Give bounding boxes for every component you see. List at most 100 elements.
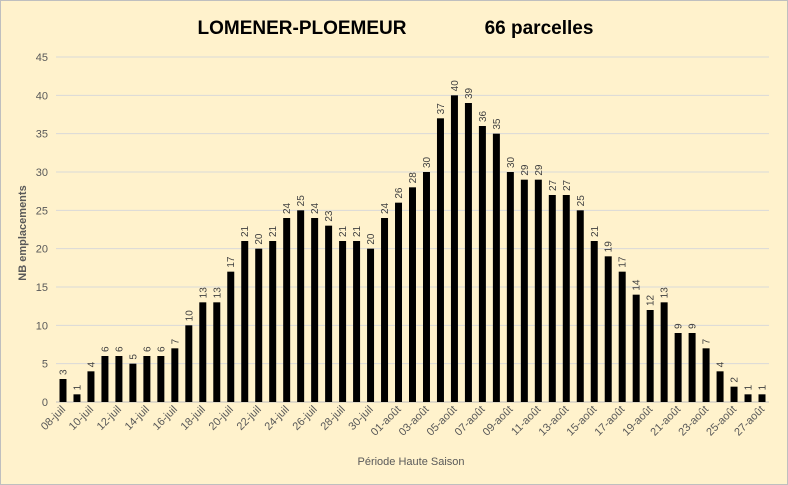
data-label: 1 xyxy=(72,384,83,390)
x-tick-label: 19-août xyxy=(620,404,655,439)
bar xyxy=(367,248,375,402)
bar xyxy=(744,394,752,402)
x-tick-label: 09-août xyxy=(481,404,516,439)
data-label: 21 xyxy=(338,225,349,237)
x-tick-label: 03-août xyxy=(397,404,432,439)
data-label: 17 xyxy=(226,256,237,268)
bar xyxy=(101,356,109,402)
data-label: 39 xyxy=(464,87,475,99)
bar xyxy=(632,294,640,402)
data-label: 1 xyxy=(744,384,755,390)
data-label: 19 xyxy=(604,241,615,253)
bar xyxy=(199,302,207,402)
chart-subtitle: 66 parcelles xyxy=(485,18,594,39)
data-label: 20 xyxy=(366,233,377,245)
x-tick-label: 28-juil xyxy=(318,404,347,433)
bar xyxy=(716,371,724,402)
data-label: 28 xyxy=(408,172,419,184)
data-label: 6 xyxy=(100,346,111,352)
x-tick-label: 07-août xyxy=(453,404,488,439)
bar xyxy=(464,103,472,402)
data-label: 13 xyxy=(198,287,209,299)
bar xyxy=(730,386,738,402)
data-label: 10 xyxy=(184,310,195,322)
bar xyxy=(87,371,95,402)
bar xyxy=(562,195,570,402)
data-label: 6 xyxy=(114,346,125,352)
bar xyxy=(660,302,668,402)
bar xyxy=(674,333,682,402)
data-label: 14 xyxy=(632,279,643,291)
data-label: 13 xyxy=(660,287,671,299)
data-label: 36 xyxy=(478,110,489,122)
data-label: 30 xyxy=(506,156,517,168)
bar xyxy=(241,241,249,402)
data-label: 21 xyxy=(590,225,601,237)
bar xyxy=(702,348,710,402)
bar xyxy=(59,379,67,402)
x-tick-label: 15-août xyxy=(565,404,600,439)
x-tick-label: 12-juil xyxy=(95,404,124,433)
data-label: 37 xyxy=(436,103,447,115)
x-tick-label: 18-juil xyxy=(179,404,208,433)
y-tick-label: 25 xyxy=(36,205,48,217)
data-label: 29 xyxy=(520,164,531,176)
data-label: 23 xyxy=(324,210,335,222)
bar xyxy=(311,218,319,402)
bar xyxy=(129,363,137,402)
bar xyxy=(576,210,584,402)
data-label: 4 xyxy=(86,361,97,367)
data-label: 21 xyxy=(352,225,363,237)
y-tick-label: 30 xyxy=(36,167,48,179)
x-tick-label: 13-août xyxy=(537,404,572,439)
chart-title: LOMENER-PLOEMEUR xyxy=(198,18,407,39)
bar xyxy=(395,202,403,402)
bar xyxy=(436,118,444,402)
data-label: 17 xyxy=(618,256,629,268)
bar xyxy=(381,218,389,402)
bar xyxy=(227,271,235,402)
x-tick-label: 20-juil xyxy=(207,404,236,433)
data-label: 2 xyxy=(730,377,741,383)
y-tick-label: 45 xyxy=(36,52,48,64)
bars xyxy=(59,95,766,403)
bar xyxy=(297,210,305,402)
data-label: 7 xyxy=(170,338,181,344)
data-label: 5 xyxy=(128,354,139,360)
bar xyxy=(534,179,542,402)
bar xyxy=(143,356,151,402)
bar xyxy=(73,394,81,402)
bar xyxy=(618,271,626,402)
bar xyxy=(171,348,179,402)
y-tick-label: 0 xyxy=(42,397,48,409)
x-tick-label: 10-juil xyxy=(67,404,96,433)
data-label: 24 xyxy=(380,202,391,214)
x-tick-label: 05-août xyxy=(425,404,460,439)
y-axis-title: NB emplacements xyxy=(17,185,29,280)
data-label: 6 xyxy=(142,346,153,352)
data-label: 26 xyxy=(394,187,405,199)
data-label: 24 xyxy=(310,202,321,214)
data-label: 27 xyxy=(562,179,573,191)
bar xyxy=(492,133,500,403)
bar xyxy=(353,241,361,402)
bar xyxy=(688,333,696,402)
x-tick-label: 23-août xyxy=(676,404,711,439)
data-label: 20 xyxy=(254,233,265,245)
x-tick-label: 25-août xyxy=(704,404,739,439)
y-tick-label: 5 xyxy=(42,359,48,371)
x-tick-label: 27-août xyxy=(732,404,767,439)
bar xyxy=(213,302,221,402)
bar xyxy=(478,126,486,402)
data-label: 27 xyxy=(548,179,559,191)
data-label: 21 xyxy=(240,225,251,237)
data-label: 7 xyxy=(702,338,713,344)
y-tick-label: 10 xyxy=(36,320,48,332)
x-tick-label: 14-juil xyxy=(123,404,152,433)
bar xyxy=(422,172,430,402)
x-tick-label: 21-août xyxy=(648,404,683,439)
bar xyxy=(115,356,123,402)
